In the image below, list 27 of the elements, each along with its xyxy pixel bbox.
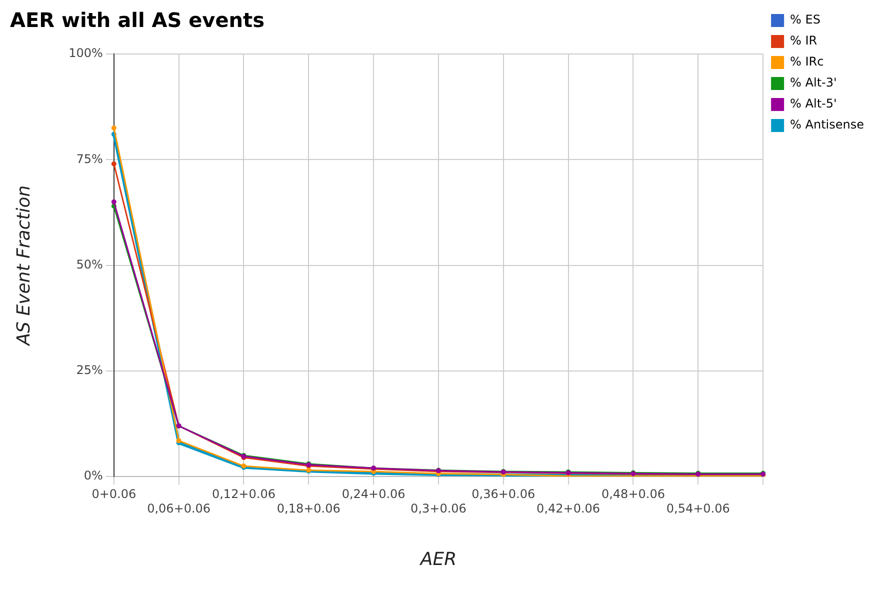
x-tick-label: 0,48+0.06: [601, 486, 665, 501]
x-tick-label: 0,3+0.06: [410, 501, 466, 516]
x-tick-label: 0+0.06: [92, 486, 136, 501]
x-tick-label: 0,24+0.06: [342, 486, 406, 501]
x-tick-label: 0,36+0.06: [472, 486, 536, 501]
legend-label: % ES: [790, 12, 820, 27]
legend-label: % Alt-5': [790, 96, 837, 111]
legend-label: % Alt-3': [790, 76, 837, 90]
legend-label: % Antisense: [790, 118, 864, 132]
legend-label: % IRc: [790, 54, 824, 69]
x-tick-label: 0,18+0.06: [276, 501, 340, 516]
y-axis-title: AS Event Fraction: [13, 185, 34, 346]
legend-label: % IR: [790, 34, 818, 48]
point: [111, 161, 116, 166]
point: [111, 125, 116, 130]
y-tick-label: 0%: [84, 468, 103, 483]
y-tick-label: 100%: [68, 46, 103, 60]
x-tick-label: 0,54+0.06: [666, 501, 730, 516]
y-tick-label: 25%: [76, 363, 103, 378]
y-tick-label: 75%: [76, 152, 103, 166]
point: [111, 199, 116, 204]
x-axis-title: AER: [419, 548, 457, 570]
y-tick-label: 50%: [76, 257, 103, 272]
x-tick-label: 0,42+0.06: [536, 501, 600, 516]
x-tick-label: 0,12+0.06: [212, 486, 276, 501]
chart-title: AER with all AS events: [10, 8, 264, 32]
x-tick-label: 0,06+0.06: [147, 501, 211, 516]
